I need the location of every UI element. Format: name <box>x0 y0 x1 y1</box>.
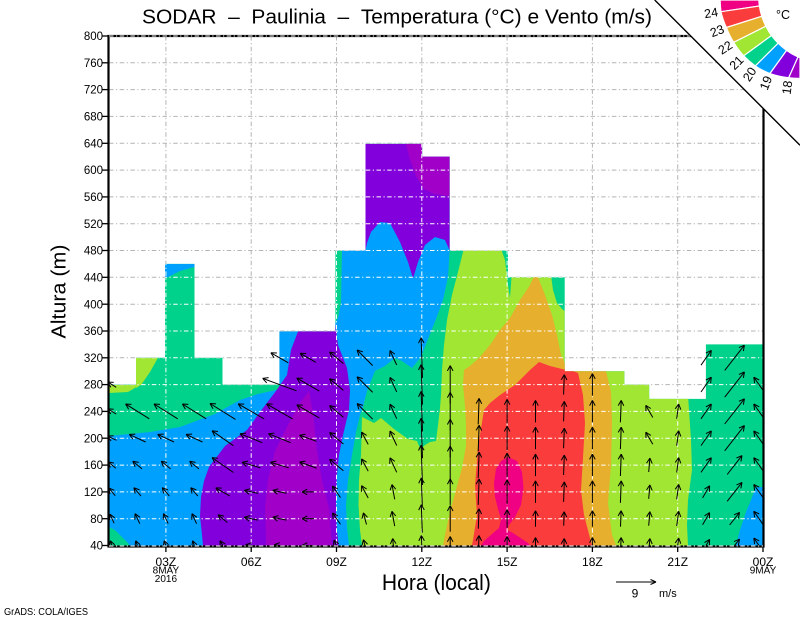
svg-text:°C: °C <box>776 8 790 22</box>
svg-text:80: 80 <box>90 514 103 526</box>
svg-text:09Z: 09Z <box>326 555 347 569</box>
svg-text:40: 40 <box>90 541 103 553</box>
svg-text:120: 120 <box>84 487 103 499</box>
svg-text:360: 360 <box>84 326 103 338</box>
svg-text:18: 18 <box>780 80 796 96</box>
svg-text:24: 24 <box>703 5 719 21</box>
svg-text:8MAY: 8MAY <box>153 566 180 577</box>
svg-text:480: 480 <box>84 246 103 258</box>
svg-text:15Z: 15Z <box>497 555 518 569</box>
svg-text:21Z: 21Z <box>667 555 688 569</box>
svg-text:240: 240 <box>84 407 103 419</box>
svg-text:SODAR – Paulinia – Tempera: SODAR – Paulinia – Temperatura (°C) e Ve… <box>142 7 652 29</box>
svg-text:9MAY: 9MAY <box>750 566 777 577</box>
svg-text:GrADS: COLA/IGES: GrADS: COLA/IGES <box>4 607 88 618</box>
svg-text:12Z: 12Z <box>411 555 432 569</box>
svg-text:00Z: 00Z <box>753 555 774 569</box>
svg-text:160: 160 <box>84 460 103 472</box>
svg-text:600: 600 <box>84 165 103 177</box>
svg-text:440: 440 <box>84 272 103 284</box>
svg-text:520: 520 <box>84 219 103 231</box>
svg-text:720: 720 <box>84 85 103 97</box>
svg-text:06Z: 06Z <box>241 555 262 569</box>
svg-text:320: 320 <box>84 353 103 365</box>
svg-text:m/s: m/s <box>659 588 677 600</box>
svg-text:280: 280 <box>84 380 103 392</box>
svg-text:760: 760 <box>84 58 103 70</box>
svg-text:20: 20 <box>740 65 759 84</box>
svg-text:19: 19 <box>757 74 775 92</box>
svg-text:800: 800 <box>84 31 103 43</box>
svg-text:Hora (local): Hora (local) <box>382 570 491 595</box>
svg-text:200: 200 <box>84 433 103 445</box>
svg-text:2016: 2016 <box>155 574 178 585</box>
svg-text:23: 23 <box>708 22 726 40</box>
svg-text:9: 9 <box>632 587 639 601</box>
svg-text:400: 400 <box>84 299 103 311</box>
svg-text:03Z: 03Z <box>156 555 177 569</box>
svg-text:560: 560 <box>84 192 103 204</box>
svg-text:22: 22 <box>716 38 735 57</box>
svg-text:640: 640 <box>84 138 103 150</box>
svg-text:680: 680 <box>84 112 103 124</box>
svg-text:18Z: 18Z <box>582 555 603 569</box>
svg-text:Altura (m): Altura (m) <box>49 245 71 339</box>
